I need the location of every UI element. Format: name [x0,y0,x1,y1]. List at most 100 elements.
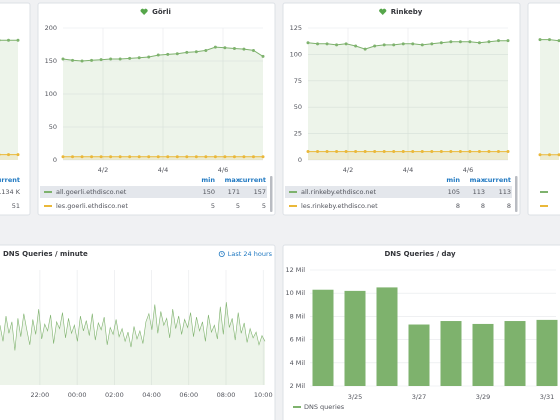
legend-value: 8 [456,202,460,210]
data-point [128,155,132,159]
data-point [223,46,227,50]
legend-header: current [0,176,20,184]
bar [408,324,430,386]
data-point [373,44,377,48]
data-point [147,155,151,159]
heart-icon [140,8,148,15]
bar [472,323,494,386]
y-tick-label: 100 [290,50,302,58]
y-tick-label: 0 [53,156,57,164]
series-line [0,302,266,351]
data-point [316,150,320,154]
data-point [458,40,462,44]
data-point [449,150,453,154]
data-point [232,155,236,159]
legend-value: 51 [12,202,20,210]
legend-header: max [470,176,486,184]
bar [536,319,558,386]
data-point [156,155,160,159]
x-tick-label: 4/4 [403,166,413,174]
data-point [175,155,179,159]
x-tick-label: 10:00 [254,391,273,399]
y-tick-label: 0 [298,156,302,164]
panel [0,244,276,420]
data-point [325,150,329,154]
legend-row-highlight [285,186,512,198]
data-point [335,43,339,47]
data-point [439,41,443,45]
clock-hands [221,252,223,255]
data-point [0,153,1,156]
data-point [477,41,481,45]
data-point [316,42,320,46]
legend-name: all.rinkeby.ethdisco.net [301,188,377,196]
y-tick-label: 200 [45,24,57,32]
data-point [363,47,367,51]
data-point [557,39,560,43]
data-point [80,155,84,159]
bar [344,290,366,386]
data-point [223,155,227,159]
y-tick-label: 2 Mil [290,382,306,390]
area-fill [540,154,559,160]
data-point [71,58,75,62]
area-fill [308,40,508,161]
data-point [557,153,560,157]
data-point [118,57,122,61]
legend-name: DNS queries [304,403,345,411]
time-range-link[interactable]: Last 24 hours [228,250,273,258]
x-tick-label: 3/29 [476,393,491,401]
data-point [496,150,500,154]
legend-row-highlight [40,186,267,198]
data-point [458,150,462,154]
data-point [137,56,141,60]
legend-value: 8 [507,202,511,210]
x-tick-label: 22:00 [31,391,50,399]
data-point [204,155,208,159]
panel [37,2,276,216]
bar [504,321,526,386]
data-point [354,150,358,154]
data-point [99,155,103,159]
data-point [147,55,151,59]
area-fill [0,40,18,160]
data-point [306,150,310,154]
legend-name: les.goerli.ethdisco.net [56,202,128,210]
data-point [232,46,236,50]
data-point [468,150,472,154]
area-fill [308,151,508,160]
data-point [166,52,170,56]
legend-header: min [201,176,215,184]
data-point [401,42,405,46]
y-tick-label: 50 [49,123,57,131]
legend-value: 5 [262,202,266,210]
y-tick-label: 150 [45,57,57,65]
legend-value: 171 [228,188,240,196]
legend-value: 113 [473,188,485,196]
scrollbar [515,176,518,212]
data-point [382,43,386,47]
x-tick-label: 3/27 [412,393,427,401]
data-point [204,48,208,52]
data-point [487,150,491,154]
data-point [166,155,170,159]
legend-name: all.goerli.ethdisco.net [56,188,127,196]
data-point [61,57,65,61]
data-point [506,39,510,43]
data-point [538,153,542,157]
data-point [449,40,453,44]
data-point [61,155,65,159]
data-point [71,155,75,159]
legend-value: 5 [236,202,240,210]
panel-title: DNS Queries / day [384,250,456,258]
x-tick-label: 3/31 [540,393,555,401]
x-tick-label: 02:00 [105,391,124,399]
panel-title: Rinkeby [391,8,423,16]
x-tick-label: 06:00 [179,391,198,399]
data-point [325,42,329,46]
data-point [137,155,141,159]
data-point [156,53,160,57]
data-point [99,58,103,62]
